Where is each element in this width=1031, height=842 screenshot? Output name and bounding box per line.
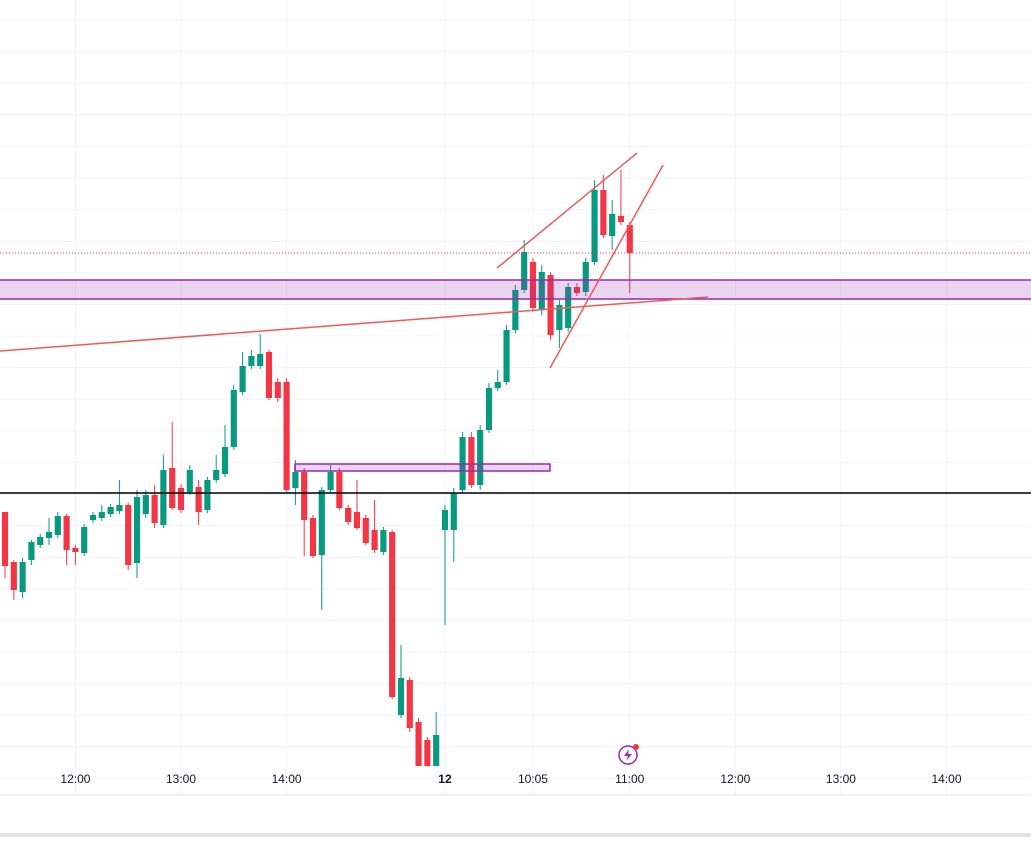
candle-body <box>221 447 229 474</box>
candle-body <box>547 275 554 335</box>
candle-body <box>292 472 299 488</box>
candle-body <box>406 680 413 728</box>
candle-body <box>600 190 607 235</box>
candle-body <box>503 330 510 382</box>
candle-body <box>19 562 26 592</box>
candle-body <box>380 530 387 552</box>
candle-body <box>424 740 431 766</box>
candle-body <box>283 382 290 490</box>
x-tick-label: 14:00 <box>272 772 302 786</box>
candle-body <box>265 352 273 398</box>
candle-body <box>573 287 581 293</box>
candle-body <box>239 366 246 392</box>
candle-body <box>213 470 220 480</box>
candle-body <box>160 470 167 525</box>
candle-body <box>591 190 598 262</box>
candle-body <box>28 542 35 560</box>
candle-body <box>512 290 519 330</box>
candle-body <box>10 562 17 590</box>
x-axis: 12:00 13:00 14:00 12 10:05 11:00 12:00 13:00 14:… <box>60 772 961 786</box>
candle-body <box>248 356 255 366</box>
trend-line <box>549 164 664 369</box>
candle-body <box>609 214 616 236</box>
candle-body <box>37 537 44 545</box>
candle-body <box>116 505 123 511</box>
candle-body <box>433 735 440 766</box>
candle-body <box>617 216 625 222</box>
candle-body <box>151 495 158 523</box>
grid <box>0 0 1031 795</box>
candle-body <box>521 252 528 290</box>
candle-body <box>327 472 334 490</box>
candle-body <box>309 518 317 556</box>
candle-body <box>142 495 149 514</box>
candle-body <box>345 508 352 522</box>
bolt-circle[interactable] <box>618 745 638 765</box>
candle-body <box>63 516 70 550</box>
candle-body <box>169 468 176 508</box>
candle-body <box>477 430 484 485</box>
x-tick-label: 10:05 <box>518 772 548 786</box>
candle-body <box>45 532 53 538</box>
x-tick-label: 14:00 <box>932 772 962 786</box>
candle-body <box>538 272 545 310</box>
trend-line <box>0 296 709 352</box>
candle-body <box>301 472 308 520</box>
candle-body <box>204 480 211 510</box>
zone-rectangle <box>294 463 551 472</box>
bolt[interactable] <box>624 749 632 761</box>
candle-body <box>556 305 563 330</box>
candle-body <box>177 488 185 510</box>
x-tick-label: 13:00 <box>826 772 856 786</box>
candle-body <box>230 390 237 447</box>
bolt-dot[interactable] <box>633 744 639 750</box>
candle-body <box>318 490 325 555</box>
candle-body <box>441 510 449 530</box>
candle-body <box>89 515 97 520</box>
bolt-icon[interactable] <box>618 744 639 765</box>
zone-rectangle <box>0 279 1031 300</box>
x-tick-label: 12:00 <box>720 772 750 786</box>
x-tick-label: 11:00 <box>615 772 644 786</box>
candle-body <box>107 507 114 514</box>
candle-body <box>582 262 589 292</box>
candle-body <box>626 225 633 253</box>
candle-body <box>195 487 202 512</box>
candle-body <box>468 437 475 485</box>
candle-body <box>450 493 457 530</box>
candle-body <box>397 678 405 715</box>
x-tick-label: 13:00 <box>166 772 196 786</box>
candle-body <box>336 472 343 508</box>
candle-body <box>125 505 132 565</box>
candle-body <box>1 512 9 566</box>
candle-body <box>54 516 61 535</box>
candle-body <box>98 512 105 518</box>
candle-body <box>494 382 501 388</box>
candle-body <box>529 262 537 308</box>
bottom-bar <box>0 833 1031 837</box>
candle-body <box>72 548 79 552</box>
candle-body <box>353 512 361 528</box>
candle-body <box>133 497 141 563</box>
trend-line <box>496 152 638 269</box>
candle-body <box>81 527 88 553</box>
candle-body <box>415 722 422 766</box>
candle-body <box>371 530 378 550</box>
drawings <box>0 152 1031 494</box>
candle-body <box>274 382 281 398</box>
candle-body <box>362 518 369 543</box>
x-tick-label: 12 <box>438 772 452 786</box>
candle-body <box>485 388 493 430</box>
candle-body <box>389 532 396 697</box>
x-tick-label: 12:00 <box>60 772 90 786</box>
candle-body <box>186 470 193 492</box>
candle-body <box>257 354 264 366</box>
